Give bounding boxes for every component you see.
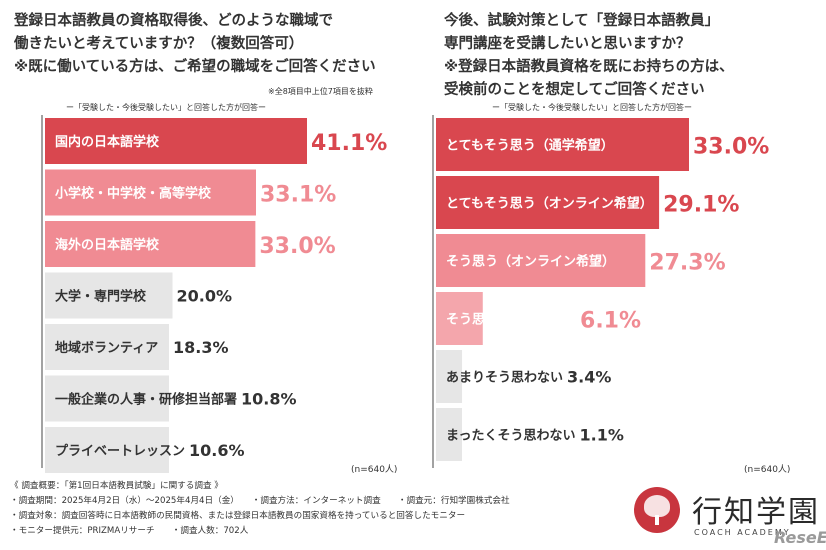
bar-value-label: 10.6% (189, 441, 245, 460)
brand-subtitle: COACH ACADEMY (694, 528, 791, 537)
footer-line: ・調査対象：調査回答時に日本語教師の民間資格、または登録日本語教員の国家資格を持… (10, 511, 466, 521)
bar-category-label: 地域ボランティア (55, 340, 158, 356)
bar (45, 169, 257, 216)
right-chart: とてもそう思う（通学希望） 33.0% とてもそう思う（オンライン希望） 29.1% そ… (436, 118, 769, 461)
bar (45, 427, 169, 473)
coach-academy-logo (634, 487, 680, 533)
bar (436, 350, 463, 403)
left-chart: 国内の日本語学校 41.1% 小学校・中学校・高等学校 33.1% 海外の日本語学校 33… (45, 118, 387, 473)
bar-category-label: 小学校・中学校・高等学校 (55, 186, 212, 202)
right-subtitle: ー「受験した・今後受験したい」と回答した方が回答ー (492, 103, 692, 112)
bar (436, 292, 483, 345)
resed-watermark: ReseEd (774, 528, 826, 547)
left-title-line: ※既に働いている方は、ご希望の職域をご回答ください (14, 59, 376, 75)
survey-footer: 《 調査概要：「第1回日本語教員試験」に関する調査 》 ・調査期間：2025年4… (10, 479, 510, 539)
footer-line: ・モニター提供元：PRIZMAリサーチ ・調査人数：702人 (10, 526, 249, 536)
bar-value-label: 33.1% (260, 183, 336, 208)
bar-category-label: 国内の日本語学校 (55, 134, 160, 150)
bar-category-label: そう思う（オンライン希望） (446, 254, 615, 270)
bar-category-label: まったくそう思わない (446, 429, 575, 444)
bar (436, 118, 689, 171)
bar-category-label: 海外の日本語学校 (55, 237, 160, 253)
bar-value-label: 41.1% (311, 131, 387, 156)
bar-category-label: 大学・専門学校 (55, 289, 147, 305)
bar (436, 234, 646, 287)
bar (45, 272, 173, 319)
left-title-line: 働きたいと考えていますか？（複数回答可） (14, 36, 304, 52)
bar-category-label: プライベートレッスン (55, 444, 185, 459)
tree-icon (644, 495, 670, 517)
bar (436, 176, 660, 229)
bar (45, 221, 256, 267)
bar-value-label: 6.1% (580, 309, 641, 334)
bar-value-label: 3.4% (567, 368, 611, 387)
right-title-line: 受検前のことを想定してご回答ください (444, 82, 705, 98)
bar-category-label: とてもそう思う（通学希望） (446, 138, 614, 154)
left-title-line: 登録日本語教員の資格取得後、どのような職域で (14, 13, 333, 29)
footer-line: 《 調査概要：「第1回日本語教員試験」に関する調査 》 (10, 481, 223, 491)
bar (436, 408, 462, 461)
bar-category-label: そう思う（通学希望） (446, 312, 576, 328)
bar-value-label: 27.3% (649, 251, 725, 276)
right-question-title: 今後、試験対策として「登録日本語教員」 専門講座を受講したいと思いますか？ ※登… (444, 10, 734, 102)
right-n-label: (n=640人) (744, 465, 791, 475)
left-note: ※全8項目中上位7項目を抜粋 (268, 87, 373, 96)
bar-value-label: 10.8% (241, 390, 297, 409)
bar (45, 118, 307, 164)
bar (45, 324, 169, 370)
left-n-label: (n=640人) (351, 465, 398, 475)
bar-category-label: とてもそう思う（オンライン希望） (446, 196, 653, 212)
right-title-line: 今後、試験対策として「登録日本語教員」 (444, 13, 720, 29)
bar-category-label: あまりそう思わない (446, 371, 563, 386)
bar (45, 375, 169, 422)
bar-value-label: 1.1% (579, 426, 623, 445)
right-title-line: 専門講座を受講したいと思いますか？ (444, 36, 691, 52)
brand-name: 行知学園 (692, 495, 820, 530)
footer-line: ・調査期間：2025年4月2日（水）〜2025年4月4日（金） ・調査方法：イン… (10, 496, 510, 506)
left-question-title: 登録日本語教員の資格取得後、どのような職域で 働きたいと考えていますか？（複数回… (14, 10, 376, 79)
right-title-line: ※登録日本語教員資格を既にお持ちの方は、 (444, 59, 734, 75)
tree-trunk (655, 515, 659, 525)
bar-category-label: 一般企業の人事・研修担当部署 (55, 392, 237, 408)
bar-value-label: 18.3% (173, 338, 229, 357)
bar-value-label: 33.0% (693, 135, 769, 160)
bar-value-label: 29.1% (663, 193, 739, 218)
left-subtitle: ー「受験した・今後受験したい」と回答した方が回答ー (66, 103, 266, 112)
bar-value-label: 33.0% (259, 234, 335, 259)
bar-value-label: 20.0% (176, 287, 232, 306)
